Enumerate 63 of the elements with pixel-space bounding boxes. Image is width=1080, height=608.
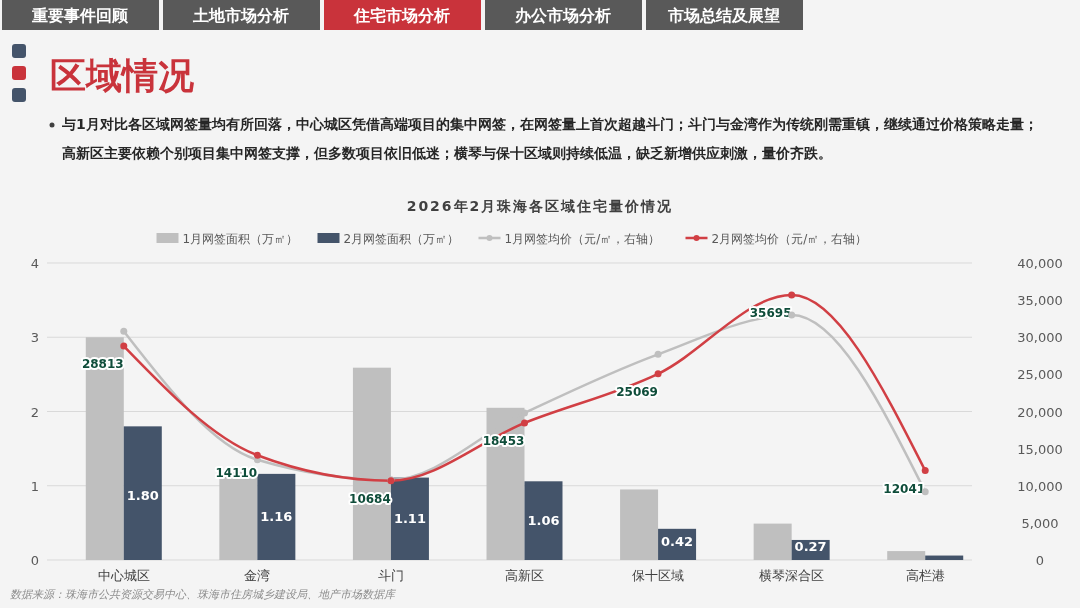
x-tick-label: 高栏港 <box>905 568 945 583</box>
y2-tick-label: 30,000 <box>1017 330 1063 346</box>
y-tick-label: 4 <box>30 256 40 271</box>
x-tick-label: 高新区 <box>505 568 544 583</box>
point <box>120 342 128 350</box>
point <box>253 451 261 459</box>
chart-subtitle: 与1月对比各区域网签量均有所回落，中心城区凭借高端项目的集中网签，在网签量上首次超越斗门；斗门与金湾作为传统刚需重镇，继续通过价格策略走量；高新区主要依赖个别项目集中网签支撑，但多数项目依旧低迷；横琴与保十区域则持续低温，缺乏新增供应刺激，量价齐跌。 <box>62 115 1039 163</box>
legend-label: 1月网签均价（元/㎡，右轴） <box>504 231 661 246</box>
point <box>654 370 662 378</box>
legend-label: 1月网签面积（万㎡） <box>182 231 299 246</box>
bar <box>524 481 563 560</box>
x-tick-label: 斗门 <box>377 568 404 583</box>
data-label: 1.16 <box>260 509 293 525</box>
bar <box>390 477 429 560</box>
text: 办公市场分析 <box>514 6 611 25</box>
data-label: 10684 <box>349 491 391 506</box>
point <box>788 291 796 299</box>
text: 市场总结及展望 <box>667 6 780 25</box>
y2-tick-label: 0 <box>1035 553 1045 568</box>
point <box>654 350 662 358</box>
point <box>120 327 128 335</box>
data-label: 35695 <box>749 305 792 320</box>
data-label: 1.80 <box>126 487 159 503</box>
x-tick-label: 中心城区 <box>97 568 150 583</box>
point <box>521 419 528 427</box>
bar <box>123 426 162 560</box>
y-tick-label: 3 <box>30 330 40 346</box>
legend-label: 2月网签面积（万㎡） <box>343 231 460 246</box>
x-tick-label: 横琴深合区 <box>759 568 825 583</box>
data-label: 1.06 <box>527 512 560 528</box>
data-label: 28813 <box>81 357 124 372</box>
y2-tick-label: 20,000 <box>1017 404 1063 420</box>
bar <box>620 489 659 560</box>
bar <box>753 523 792 560</box>
y2-tick-label: 15,000 <box>1017 441 1063 457</box>
data-label: 0.42 <box>661 533 694 549</box>
x-tick-label: 金湾 <box>244 568 271 583</box>
y2-tick-label: 25,000 <box>1017 367 1063 383</box>
y-tick-label: 1 <box>30 478 40 494</box>
data-label: 14110 <box>215 466 258 481</box>
text: 重要事件回顾 <box>31 6 129 25</box>
y-tick-label: 2 <box>30 404 40 420</box>
y2-tick-label: 5,000 <box>1021 515 1059 531</box>
bar <box>887 551 926 560</box>
data-label: 12041 <box>883 481 926 496</box>
bar <box>257 473 296 560</box>
y2-tick-label: 10,000 <box>1017 478 1063 494</box>
text: 土地市场分析 <box>192 6 289 25</box>
bar <box>925 555 964 560</box>
legend-label: 2月网签均价（元/㎡，右轴） <box>711 231 868 246</box>
data-label: 18453 <box>482 433 525 448</box>
data-label: 0.27 <box>794 538 827 554</box>
y2-tick-label: 40,000 <box>1017 256 1063 271</box>
point <box>921 467 929 475</box>
y2-tick-label: 35,000 <box>1017 293 1063 309</box>
data-label: 1.11 <box>393 510 426 526</box>
y-tick-label: 0 <box>30 553 40 568</box>
text: 住宅市场分析 <box>353 6 450 25</box>
x-tick-label: 保十区域 <box>632 568 685 583</box>
chart-title: 2026年2月珠海各区域住宅量价情况 <box>406 198 674 214</box>
source-note: 数据来源：珠海市公共资源交易中心、珠海市住房城乡建设局、地产市场数据库 <box>10 588 397 601</box>
text: 区域情况 <box>50 55 194 96</box>
data-label: 25069 <box>616 384 658 399</box>
